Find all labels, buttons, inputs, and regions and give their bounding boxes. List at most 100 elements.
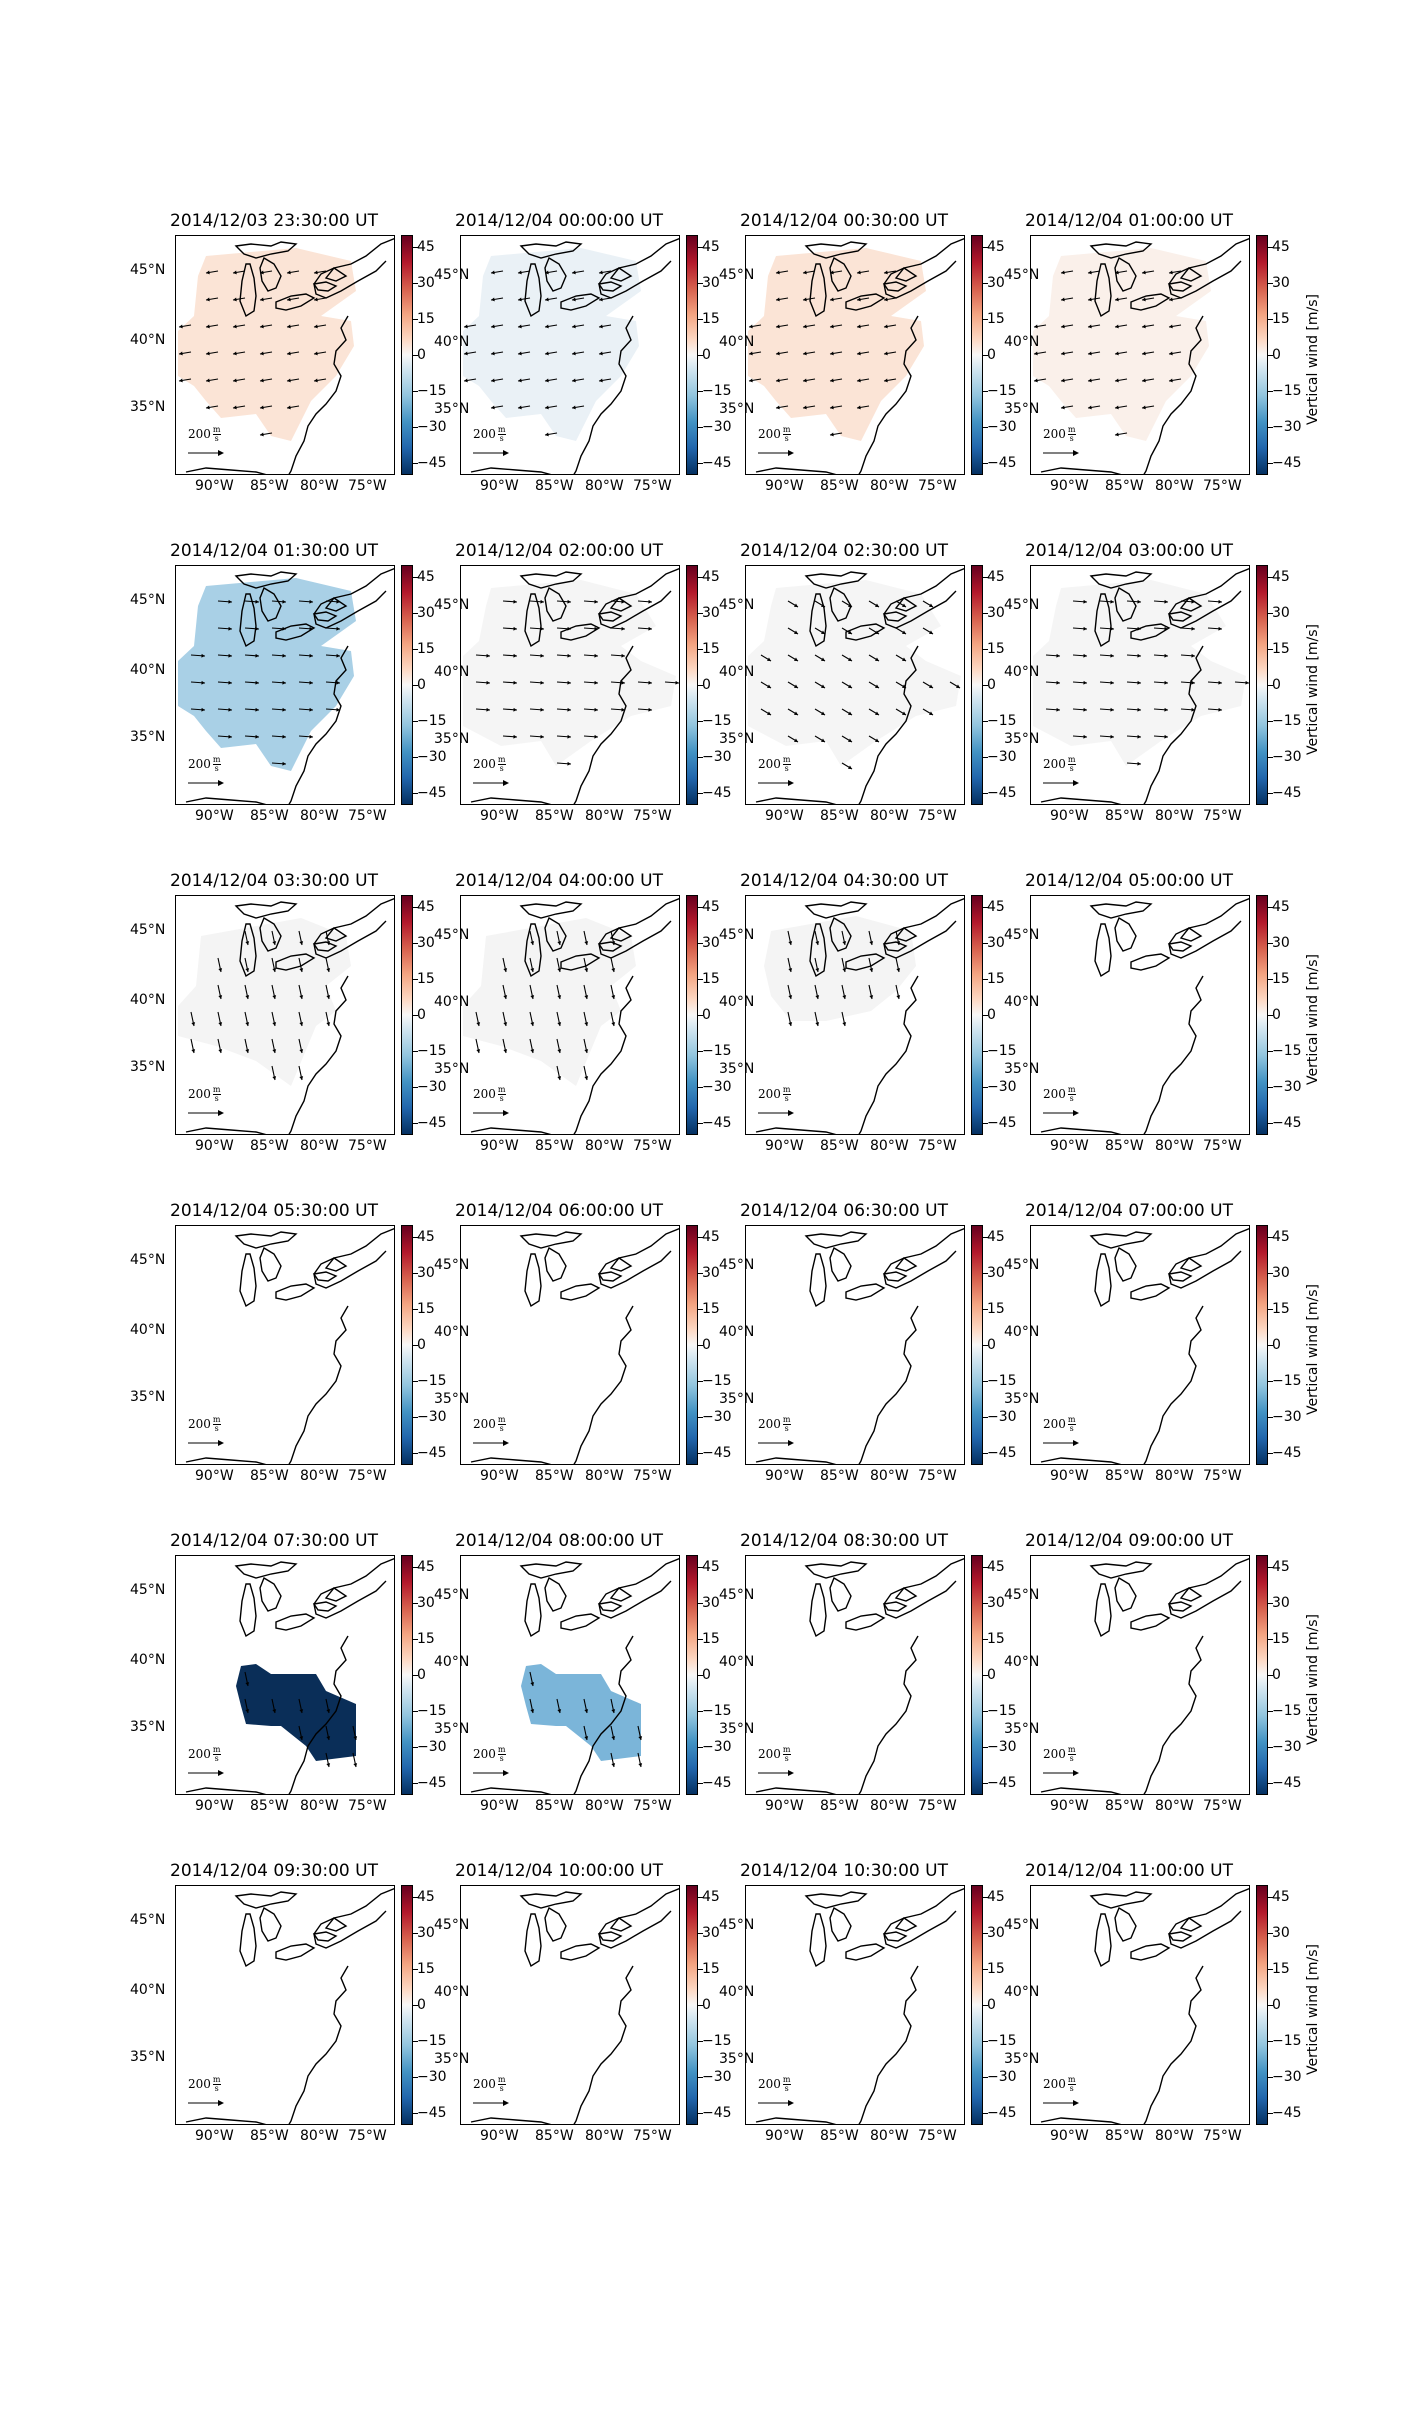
wind-vector-arrow [217, 653, 233, 658]
coastline [1168, 898, 1249, 959]
colorbar-tick [983, 943, 988, 944]
coastline [883, 1228, 964, 1289]
lat-label: 40°N [130, 992, 166, 1008]
scale-unit-den: s [1069, 1754, 1074, 1763]
coastline [1167, 1931, 1193, 1942]
wind-vector-arrow [286, 351, 300, 356]
arrow-head [621, 653, 625, 658]
arrow-head [503, 995, 508, 999]
colorbar-tick [413, 2005, 418, 2006]
lon-label: 75°W [918, 1798, 957, 1814]
colorbar-tick-label: 45 [987, 1889, 1005, 1905]
wind-vector-arrow [802, 405, 816, 410]
colorbar-tick-label: 45 [987, 239, 1005, 255]
coastline [804, 1561, 868, 1579]
wind-vector-arrow [298, 957, 304, 973]
map-frame: 200 m s [745, 565, 965, 805]
arrow-head [956, 684, 960, 688]
arrow-head [794, 657, 798, 661]
wind-vector-arrow [463, 324, 477, 329]
arrow-head [206, 270, 210, 275]
colorbar-tick [413, 283, 418, 284]
scale-arrow-head [788, 780, 794, 786]
colorbar-label: Vertical wind [m/s] [1305, 1944, 1321, 2075]
colorbar-tick [983, 685, 988, 686]
coastline [609, 1257, 633, 1272]
arrow-head [884, 270, 888, 275]
wind-vector-arrow [490, 351, 504, 356]
arrow-head [857, 324, 861, 329]
colorbar-tick [983, 1381, 988, 1382]
arrow-head [1137, 653, 1141, 658]
wind-vector-arrow [271, 930, 277, 946]
colorbar-tick [413, 613, 418, 614]
arrow-head [260, 297, 264, 302]
coastline [1094, 593, 1112, 648]
coastline [609, 267, 633, 282]
arrow-head [1110, 626, 1114, 631]
wind-vector-arrow [217, 626, 233, 631]
colorbar-tick-label: −15 [702, 383, 732, 399]
scale-key: 200 m s [473, 426, 506, 443]
coastline [883, 1888, 964, 1949]
coastline [1089, 1231, 1153, 1249]
coastline [275, 623, 316, 641]
arrow-head [875, 630, 879, 634]
arrow-head [260, 378, 264, 383]
colorbar-tick [1268, 2113, 1273, 2114]
wind-vector-arrow [598, 270, 612, 275]
colorbar-tick [698, 757, 703, 758]
colorbar-tick-label: −15 [1272, 1373, 1302, 1389]
colorbar-tick [1268, 1345, 1273, 1346]
colorbar-tick-label: −30 [987, 1079, 1017, 1095]
wind-vector-arrow [259, 405, 273, 410]
wind-vector-arrow [1141, 378, 1155, 383]
coastline [882, 1271, 908, 1282]
arrow-head [557, 968, 562, 972]
wind-vector-arrow [271, 707, 287, 712]
lon-label: 80°W [585, 1798, 624, 1814]
colorbar-tick [413, 757, 418, 758]
scale-arrow-head [218, 1440, 224, 1446]
arrow-head [648, 680, 652, 685]
arrow-head [233, 270, 237, 275]
wind-vector-arrow [244, 653, 260, 658]
map-frame: 200 m s [460, 1225, 680, 1465]
coastline [809, 1253, 827, 1308]
wind-vector-arrow [271, 680, 287, 685]
colorbar-tick [413, 463, 418, 464]
colorbar [401, 1225, 413, 1465]
arrow-head [513, 653, 517, 658]
map-canvas [463, 238, 679, 474]
scale-label: 200 [188, 757, 211, 771]
colorbar-tick-label: 30 [417, 1265, 435, 1281]
lon-label: 85°W [250, 1798, 289, 1814]
coastline [804, 901, 868, 919]
coastline [1114, 256, 1137, 292]
arrow-head [233, 378, 237, 383]
colorbar-tick [698, 1453, 703, 1454]
colorbar-label: Vertical wind [m/s] [1305, 624, 1321, 755]
wind-vector-arrow [1234, 680, 1249, 685]
arrow-head [1061, 324, 1065, 329]
lat-label: 45°N [719, 1587, 755, 1603]
wind-vector-arrow [829, 270, 843, 275]
colorbar-tick [983, 613, 988, 614]
colorbar-tick [698, 1897, 703, 1898]
colorbar-tick [1268, 1897, 1273, 1898]
wind-vector-arrow [583, 1038, 589, 1054]
colorbar-tick-label: 0 [702, 1007, 711, 1023]
wind-vector-arrow [1114, 432, 1128, 437]
wind-vector-arrow [610, 1752, 616, 1768]
scale-unit-num: m [212, 1745, 221, 1755]
map-canvas [1040, 1228, 1249, 1464]
coastline [560, 953, 601, 971]
arrow-head [848, 711, 852, 715]
arrow-head [201, 680, 205, 685]
map-frame: 200 m s [745, 1225, 965, 1465]
colorbar-tick [983, 1237, 988, 1238]
map-frame: 200 m s [460, 235, 680, 475]
wind-vector-arrow [502, 680, 518, 685]
colorbar-tick-label: 15 [702, 1631, 720, 1647]
